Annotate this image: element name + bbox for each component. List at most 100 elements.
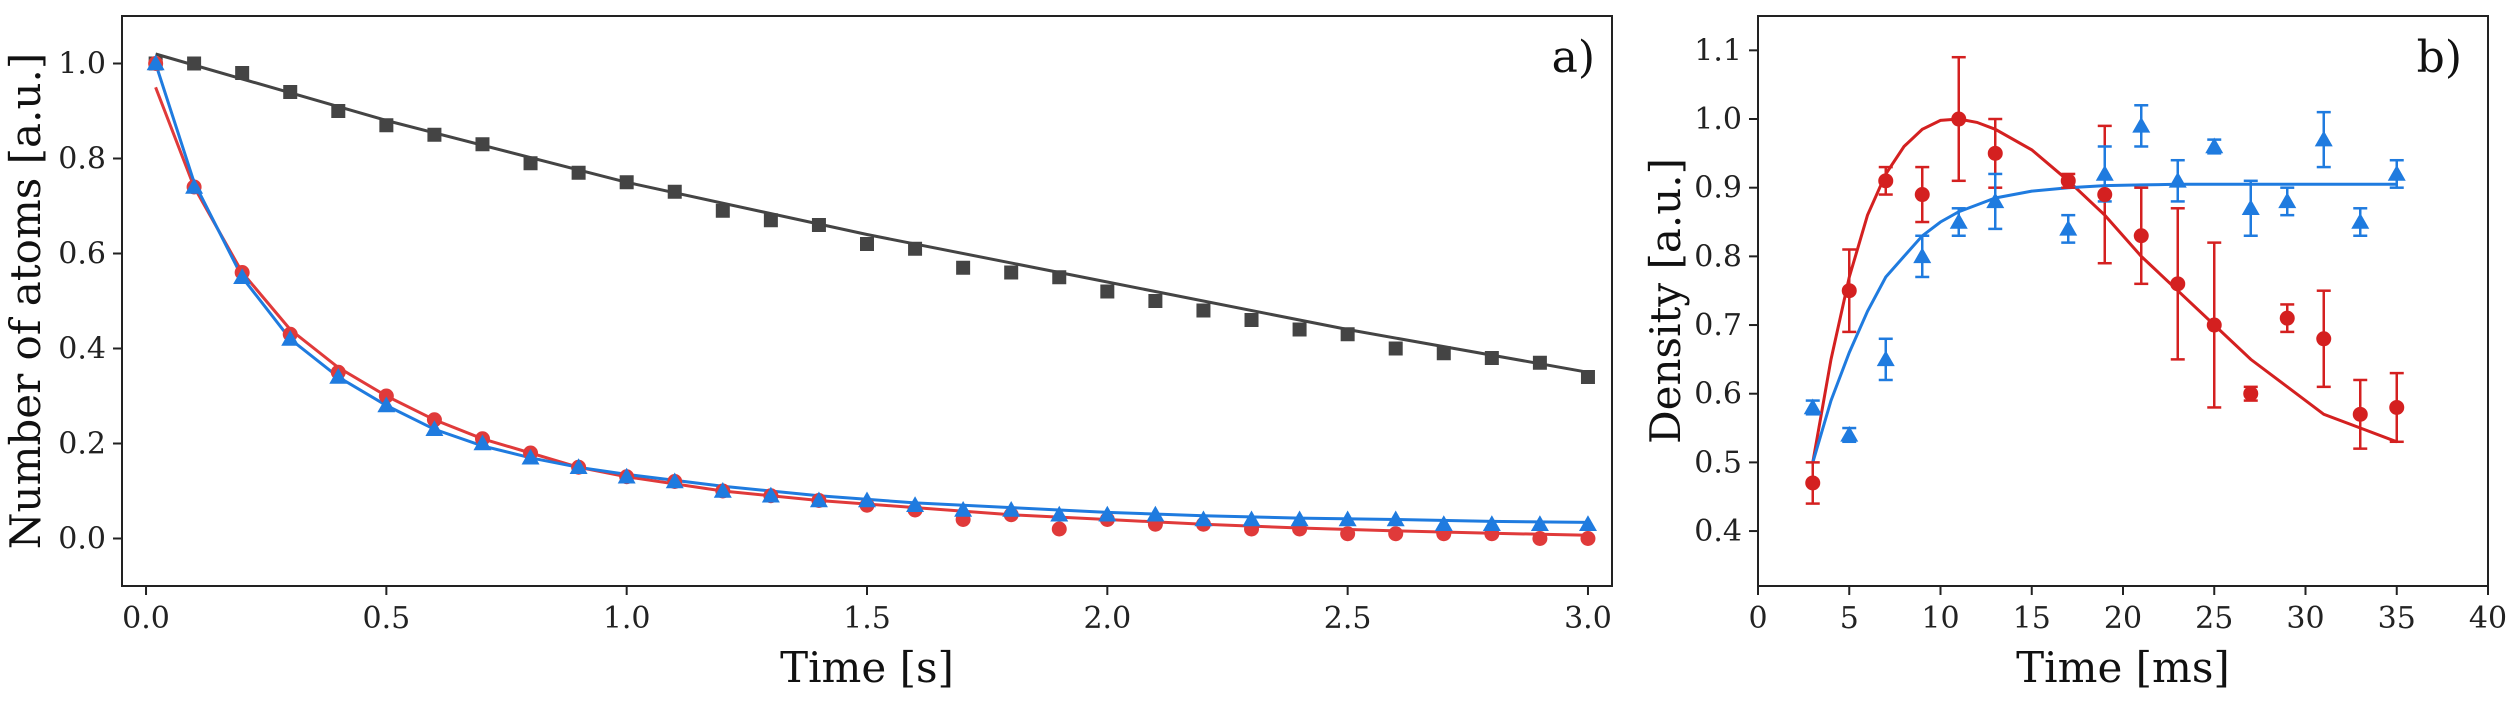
gray-squares-point	[1580, 370, 1595, 384]
blue-triangles-point	[2241, 199, 2260, 216]
blue-triangles-point	[1578, 515, 1597, 531]
blue-triangles-point	[2168, 171, 2187, 188]
gray-squares-point	[523, 156, 538, 171]
x-tick-label: 2.0	[1083, 601, 1131, 636]
panel-a-y-axis-title: Number of atoms [a.u.]	[1, 53, 50, 549]
blue-triangles-fit-line	[1811, 182, 2397, 463]
gray-squares-point	[1340, 327, 1355, 342]
y-tick-label: 0.4	[1694, 514, 1742, 549]
y-tick-label: 1.0	[1694, 102, 1742, 137]
x-tick-label: 20	[2104, 601, 2142, 636]
gray-squares-point	[571, 165, 586, 180]
blue-triangles-point	[1803, 398, 1822, 415]
x-tick-label: 3.0	[1564, 601, 1612, 636]
blue-triangles-point	[1434, 515, 1453, 531]
blue-triangles-point	[2059, 219, 2078, 236]
blue-triangles-point	[809, 491, 828, 508]
panel-a-ticks: 0.0 0.5 1.0 1.5 2.0 2.5 3.0 0.0 0.2 0.4 0.6 0.8 1.0	[58, 47, 1612, 637]
x-tick-label: 2.5	[1324, 601, 1372, 636]
blue-triangles-point	[2095, 164, 2114, 181]
blue-triangles-point	[281, 330, 300, 346]
blue-triangles-point	[1194, 510, 1213, 527]
y-tick-label: 0.8	[1694, 239, 1742, 274]
blue-triangles-point	[906, 496, 925, 512]
y-tick-label: 0.9	[1694, 171, 1742, 206]
red-circles-point	[1914, 187, 1930, 203]
blue-triangles-point	[761, 486, 780, 503]
x-tick-label: 0	[1748, 601, 1767, 636]
red-circles-point	[2316, 331, 2332, 347]
blue-triangles-point	[954, 501, 973, 517]
red-circles-point	[426, 412, 442, 428]
blue-triangles-point	[1002, 501, 1021, 517]
gray-squares-point	[1532, 355, 1547, 370]
red-circles-point	[1805, 475, 1821, 491]
panel-a-fit-lines	[154, 52, 1589, 537]
red-circles-point	[2389, 399, 2405, 415]
blue-triangles-point	[858, 491, 876, 508]
gray-squares-point	[283, 85, 298, 99]
red-circles-point	[378, 388, 394, 404]
gray-squares-point	[1292, 322, 1307, 337]
red-circles-point	[1841, 283, 1857, 299]
blue-triangles-point	[521, 448, 540, 465]
panel-b-ticks: 0 5 10 15 20 25 30 35 40 0.4 0.5 0.6 0.7 0.8 0.9 1.0 1.1	[1694, 33, 2507, 636]
gray-squares-point	[475, 137, 490, 152]
red-circles-fit-line	[1811, 117, 2398, 463]
blue-triangles-point	[2205, 137, 2224, 154]
blue-triangles-point	[665, 472, 684, 489]
red-circles-point	[1532, 531, 1548, 546]
blue-triangles-point	[1840, 425, 1859, 442]
blue-triangles-point	[1050, 505, 1069, 522]
gray-squares-point	[427, 127, 442, 142]
gray-squares-point	[1436, 346, 1451, 361]
blue-triangles-point	[1876, 350, 1895, 367]
x-tick-label: 0.5	[362, 601, 410, 636]
blue-triangles-point	[2351, 213, 2370, 229]
blue-triangles-point	[2387, 164, 2406, 181]
gray-squares-point	[956, 260, 971, 275]
gray-squares-fit-line	[155, 52, 1589, 374]
blue-triangles-point	[617, 467, 636, 484]
x-tick-label: 30	[2286, 601, 2324, 636]
y-tick-label: 0.0	[58, 522, 106, 557]
gray-squares-point	[187, 56, 202, 71]
gray-squares-point	[1100, 284, 1115, 299]
blue-triangles-point	[1530, 515, 1549, 531]
blue-triangles-point	[713, 482, 732, 498]
blue-triangles-point	[473, 434, 492, 451]
blue-triangles-point	[1913, 247, 1932, 264]
blue-triangles-point	[425, 420, 444, 436]
gray-squares-point	[1148, 294, 1163, 308]
blue-triangles-point	[1986, 192, 2005, 209]
blue-triangles-point	[1098, 505, 1117, 522]
panel-a: 0.0 0.5 1.0 1.5 2.0 2.5 3.00.00.20.40.60.81.0 …	[1, 15, 1613, 692]
panel-b-markers	[1803, 111, 2406, 491]
gray-squares-point	[379, 118, 394, 133]
y-tick-label: 1.1	[1694, 33, 1742, 68]
panel-a-x-axis-title: Time [s]	[780, 643, 954, 692]
x-tick-label: 0.0	[122, 601, 170, 636]
blue-triangles-point	[233, 268, 252, 284]
x-tick-label: 1.5	[843, 601, 891, 636]
red-circles-point	[2097, 187, 2113, 203]
blue-triangles-point	[1146, 505, 1165, 522]
red-circles-point	[1340, 526, 1356, 542]
x-tick-label: 5	[1840, 601, 1859, 636]
panel-b-frame	[1757, 15, 2489, 587]
red-circles-point	[1987, 145, 2003, 161]
blue-triangles-point	[185, 178, 204, 194]
blue-triangles-point	[146, 54, 165, 71]
blue-triangles-point	[2314, 130, 2333, 147]
x-tick-label: 25	[2195, 601, 2233, 636]
red-circles-point	[1878, 173, 1894, 189]
x-tick-label: 35	[2378, 601, 2416, 636]
x-tick-label: 15	[2013, 601, 2051, 636]
blue-triangles-point	[569, 458, 588, 474]
blue-triangles-point	[1949, 213, 1968, 229]
red-circles-point	[2243, 386, 2259, 402]
panel-a-markers	[146, 54, 1597, 546]
red-circles-point	[2133, 228, 2149, 244]
gray-squares-point	[331, 104, 346, 118]
y-tick-label: 0.6	[1694, 377, 1742, 412]
